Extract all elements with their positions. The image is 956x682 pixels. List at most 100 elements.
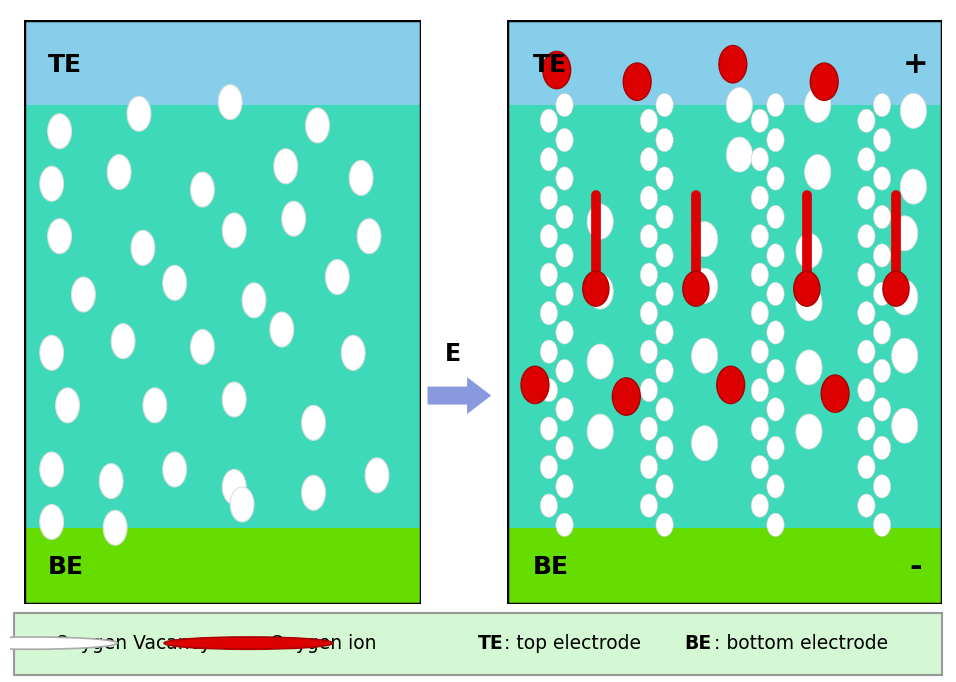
- Circle shape: [540, 417, 557, 441]
- Circle shape: [874, 243, 891, 267]
- Circle shape: [543, 51, 571, 89]
- Bar: [507, 20, 942, 105]
- Circle shape: [874, 436, 891, 460]
- Circle shape: [111, 324, 135, 359]
- Circle shape: [540, 301, 557, 325]
- Circle shape: [273, 149, 297, 183]
- Circle shape: [767, 475, 784, 498]
- Circle shape: [613, 378, 641, 415]
- Circle shape: [901, 169, 926, 204]
- Circle shape: [874, 359, 891, 383]
- Circle shape: [163, 265, 186, 300]
- Circle shape: [767, 167, 784, 190]
- Circle shape: [892, 216, 918, 251]
- Circle shape: [767, 243, 784, 267]
- Circle shape: [656, 243, 673, 267]
- Circle shape: [540, 147, 557, 171]
- Circle shape: [540, 224, 557, 248]
- Text: Oxygen Vacancy: Oxygen Vacancy: [54, 634, 210, 653]
- Circle shape: [811, 63, 838, 100]
- Text: -: -: [909, 553, 922, 582]
- Circle shape: [874, 513, 891, 537]
- Circle shape: [540, 379, 557, 402]
- Circle shape: [72, 277, 96, 312]
- Circle shape: [874, 167, 891, 190]
- Circle shape: [555, 128, 574, 151]
- Circle shape: [143, 388, 166, 423]
- Circle shape: [858, 147, 875, 171]
- Text: : top electrode: : top electrode: [504, 634, 641, 653]
- Circle shape: [717, 366, 745, 404]
- Circle shape: [874, 205, 891, 228]
- Circle shape: [55, 388, 79, 423]
- Circle shape: [587, 344, 613, 379]
- Circle shape: [641, 340, 658, 364]
- Circle shape: [858, 417, 875, 441]
- Circle shape: [767, 359, 784, 383]
- Circle shape: [751, 494, 769, 517]
- Text: BE: BE: [684, 634, 711, 653]
- Circle shape: [555, 475, 574, 498]
- Circle shape: [583, 271, 609, 306]
- Circle shape: [127, 96, 151, 131]
- Circle shape: [325, 260, 349, 295]
- Circle shape: [691, 268, 718, 303]
- Circle shape: [555, 205, 574, 228]
- Circle shape: [858, 494, 875, 517]
- Circle shape: [767, 128, 784, 151]
- Circle shape: [751, 147, 769, 171]
- Circle shape: [555, 436, 574, 460]
- Bar: [507, 528, 942, 604]
- Circle shape: [691, 338, 718, 373]
- Circle shape: [751, 224, 769, 248]
- Text: +: +: [902, 50, 928, 79]
- Circle shape: [874, 475, 891, 498]
- Circle shape: [751, 301, 769, 325]
- Circle shape: [641, 456, 658, 479]
- Circle shape: [540, 186, 557, 209]
- Circle shape: [48, 114, 72, 149]
- Circle shape: [48, 219, 72, 254]
- Circle shape: [767, 513, 784, 537]
- Circle shape: [858, 379, 875, 402]
- Circle shape: [190, 172, 214, 207]
- Circle shape: [641, 301, 658, 325]
- Circle shape: [805, 155, 831, 190]
- Circle shape: [656, 359, 673, 383]
- Circle shape: [767, 398, 784, 421]
- Circle shape: [858, 224, 875, 248]
- Circle shape: [858, 456, 875, 479]
- Text: TE: TE: [48, 53, 81, 77]
- Circle shape: [40, 336, 63, 370]
- Circle shape: [858, 186, 875, 209]
- Circle shape: [796, 233, 822, 268]
- Circle shape: [656, 398, 673, 421]
- Circle shape: [751, 417, 769, 441]
- Circle shape: [540, 263, 557, 286]
- Circle shape: [751, 186, 769, 209]
- Circle shape: [641, 224, 658, 248]
- Circle shape: [656, 93, 673, 117]
- Circle shape: [874, 321, 891, 344]
- Circle shape: [365, 458, 389, 493]
- Circle shape: [892, 409, 918, 443]
- Circle shape: [555, 359, 574, 383]
- Circle shape: [656, 167, 673, 190]
- Circle shape: [901, 93, 926, 128]
- Circle shape: [40, 452, 63, 487]
- Bar: [24, 105, 421, 528]
- Circle shape: [555, 398, 574, 421]
- Circle shape: [656, 128, 673, 151]
- Text: : bottom electrode: : bottom electrode: [714, 634, 888, 653]
- Circle shape: [521, 366, 549, 404]
- Circle shape: [641, 147, 658, 171]
- Text: BE: BE: [48, 555, 84, 580]
- Circle shape: [40, 166, 63, 201]
- Circle shape: [0, 637, 118, 649]
- Bar: [24, 20, 421, 105]
- Circle shape: [164, 637, 333, 649]
- Circle shape: [222, 382, 246, 417]
- Circle shape: [540, 109, 557, 132]
- Circle shape: [691, 426, 718, 461]
- Circle shape: [623, 63, 651, 100]
